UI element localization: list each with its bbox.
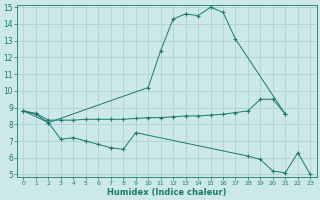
X-axis label: Humidex (Indice chaleur): Humidex (Indice chaleur) — [107, 188, 227, 197]
